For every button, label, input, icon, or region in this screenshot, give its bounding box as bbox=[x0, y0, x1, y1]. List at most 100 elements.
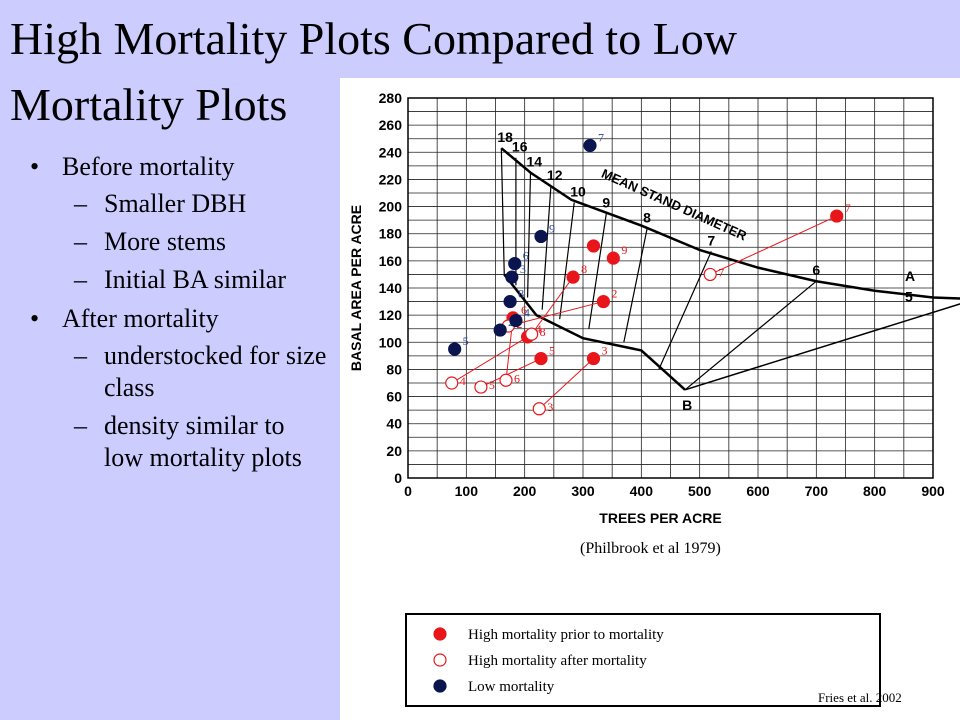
point-label: 7 bbox=[845, 201, 851, 215]
curve-b bbox=[503, 273, 686, 391]
x-tick-label: 900 bbox=[921, 483, 945, 499]
y-tick-label: 120 bbox=[379, 307, 403, 323]
point-label: 4 bbox=[536, 322, 542, 336]
curve-right-label: 5 bbox=[905, 289, 913, 305]
figure-credit: Fries et al. 2002 bbox=[818, 690, 902, 705]
legend-label: High mortality prior to mortality bbox=[468, 627, 664, 643]
high-after-point bbox=[703, 267, 717, 282]
high-before-point bbox=[596, 294, 611, 309]
bullet-dot: • bbox=[30, 304, 40, 333]
point-label: 5 bbox=[489, 378, 495, 392]
x-tick-label: 800 bbox=[863, 483, 887, 499]
y-tick-label: 260 bbox=[379, 117, 403, 133]
legend-box bbox=[405, 613, 881, 707]
subbullet-text: Smaller DBH bbox=[104, 189, 247, 218]
sub-dash: – bbox=[74, 341, 87, 370]
high-before-point bbox=[586, 351, 601, 366]
subbullet-text: understocked for size class bbox=[104, 341, 327, 402]
point-label: 9 bbox=[621, 243, 627, 257]
bullet-after: • After mortality bbox=[30, 302, 330, 336]
mortality-connector bbox=[531, 276, 574, 335]
point-label: 5 bbox=[549, 344, 555, 358]
legend-label: Low mortality bbox=[468, 679, 555, 695]
y-tick-label: 220 bbox=[379, 171, 403, 187]
legend-marker bbox=[433, 679, 447, 693]
x-tick-label: 400 bbox=[630, 483, 654, 499]
point-label: 8 bbox=[581, 262, 587, 276]
diameter-line bbox=[541, 186, 552, 310]
sub-dash: – bbox=[74, 411, 87, 440]
y-tick-label: 160 bbox=[379, 253, 403, 269]
point-label: 3 bbox=[520, 262, 526, 276]
low-mortality-point bbox=[508, 256, 522, 271]
high-before-point bbox=[586, 239, 601, 253]
low-mortality-point bbox=[583, 138, 597, 153]
subbullet-text: density similar to low mortality plots bbox=[104, 411, 302, 472]
diameter-line bbox=[588, 213, 607, 329]
high-after-point bbox=[445, 376, 459, 390]
point-label: 4 bbox=[524, 306, 530, 320]
high-before-point bbox=[606, 251, 620, 265]
y-axis-label: BASAL AREA PER ACRE bbox=[348, 205, 364, 371]
x-tick-label: 700 bbox=[805, 483, 829, 499]
curve-c bbox=[684, 303, 960, 391]
low-mortality-point bbox=[534, 229, 548, 244]
diameter-line bbox=[684, 280, 817, 391]
diameter-line bbox=[658, 251, 712, 370]
high-before-point bbox=[534, 351, 548, 366]
y-tick-label: 140 bbox=[379, 280, 403, 296]
slide-title: High Mortality Plots Compared to Low Mor… bbox=[10, 13, 738, 130]
mean-stand-diameter-label: MEAN STAND DIAMETER bbox=[599, 166, 749, 244]
point-label: 6 bbox=[514, 371, 520, 385]
chart-source-caption: (Philbrook et al 1979) bbox=[580, 540, 721, 557]
high-after-point bbox=[525, 327, 539, 341]
diameter-label: 14 bbox=[527, 154, 543, 170]
high-before-point bbox=[830, 209, 844, 223]
point-label: 2 bbox=[611, 287, 617, 301]
y-tick-label: 0 bbox=[394, 470, 402, 486]
y-tick-label: 200 bbox=[379, 199, 403, 215]
diameter-label: 12 bbox=[547, 167, 563, 183]
y-tick-label: 20 bbox=[386, 443, 402, 459]
diameter-line bbox=[623, 228, 648, 343]
point-label: 9 bbox=[549, 221, 555, 235]
y-tick-label: 60 bbox=[386, 389, 402, 405]
y-tick-label: 100 bbox=[379, 334, 403, 350]
y-tick-label: 180 bbox=[379, 226, 403, 242]
point-label: 6 bbox=[521, 303, 527, 317]
point-label: 4 bbox=[460, 374, 466, 388]
diameter-line bbox=[500, 148, 505, 275]
diameter-label: 18 bbox=[497, 129, 513, 145]
mortality-connector bbox=[538, 358, 594, 410]
y-tick-label: 240 bbox=[379, 144, 403, 160]
subbullet-text: Initial BA similar bbox=[104, 265, 286, 294]
diameter-line bbox=[559, 202, 575, 320]
diameter-line bbox=[526, 172, 532, 298]
diameter-label: 8 bbox=[643, 209, 651, 225]
low-mortality-point bbox=[503, 294, 517, 309]
subbullet-text: More stems bbox=[104, 227, 227, 256]
x-tick-label: 500 bbox=[688, 483, 712, 499]
subbullet: – More stems bbox=[30, 226, 330, 258]
plot-frame bbox=[407, 97, 934, 479]
diameter-label: 6 bbox=[812, 262, 820, 278]
high-after-point bbox=[532, 402, 546, 416]
bullet-list: • Before mortality – Smaller DBH – More st… bbox=[30, 150, 330, 480]
subbullet: – Initial BA similar bbox=[30, 264, 330, 296]
x-tick-label: 200 bbox=[513, 483, 537, 499]
point-label: 6 bbox=[523, 249, 529, 263]
x-tick-label: 600 bbox=[746, 483, 770, 499]
diameter-label: 16 bbox=[512, 139, 528, 155]
diameter-label: 7 bbox=[707, 232, 715, 248]
legend-marker bbox=[433, 627, 447, 641]
bullet-dot: • bbox=[30, 152, 40, 181]
mortality-connector bbox=[508, 301, 604, 327]
low-mortality-point bbox=[505, 270, 519, 284]
y-tick-label: 40 bbox=[386, 416, 402, 432]
bullet-text: Before mortality bbox=[62, 152, 235, 181]
subbullet: – Smaller DBH bbox=[30, 188, 330, 220]
curve-b-label: B bbox=[682, 397, 692, 413]
x-axis-label: TREES PER ACRE bbox=[599, 510, 721, 526]
high-before-point bbox=[566, 270, 580, 284]
